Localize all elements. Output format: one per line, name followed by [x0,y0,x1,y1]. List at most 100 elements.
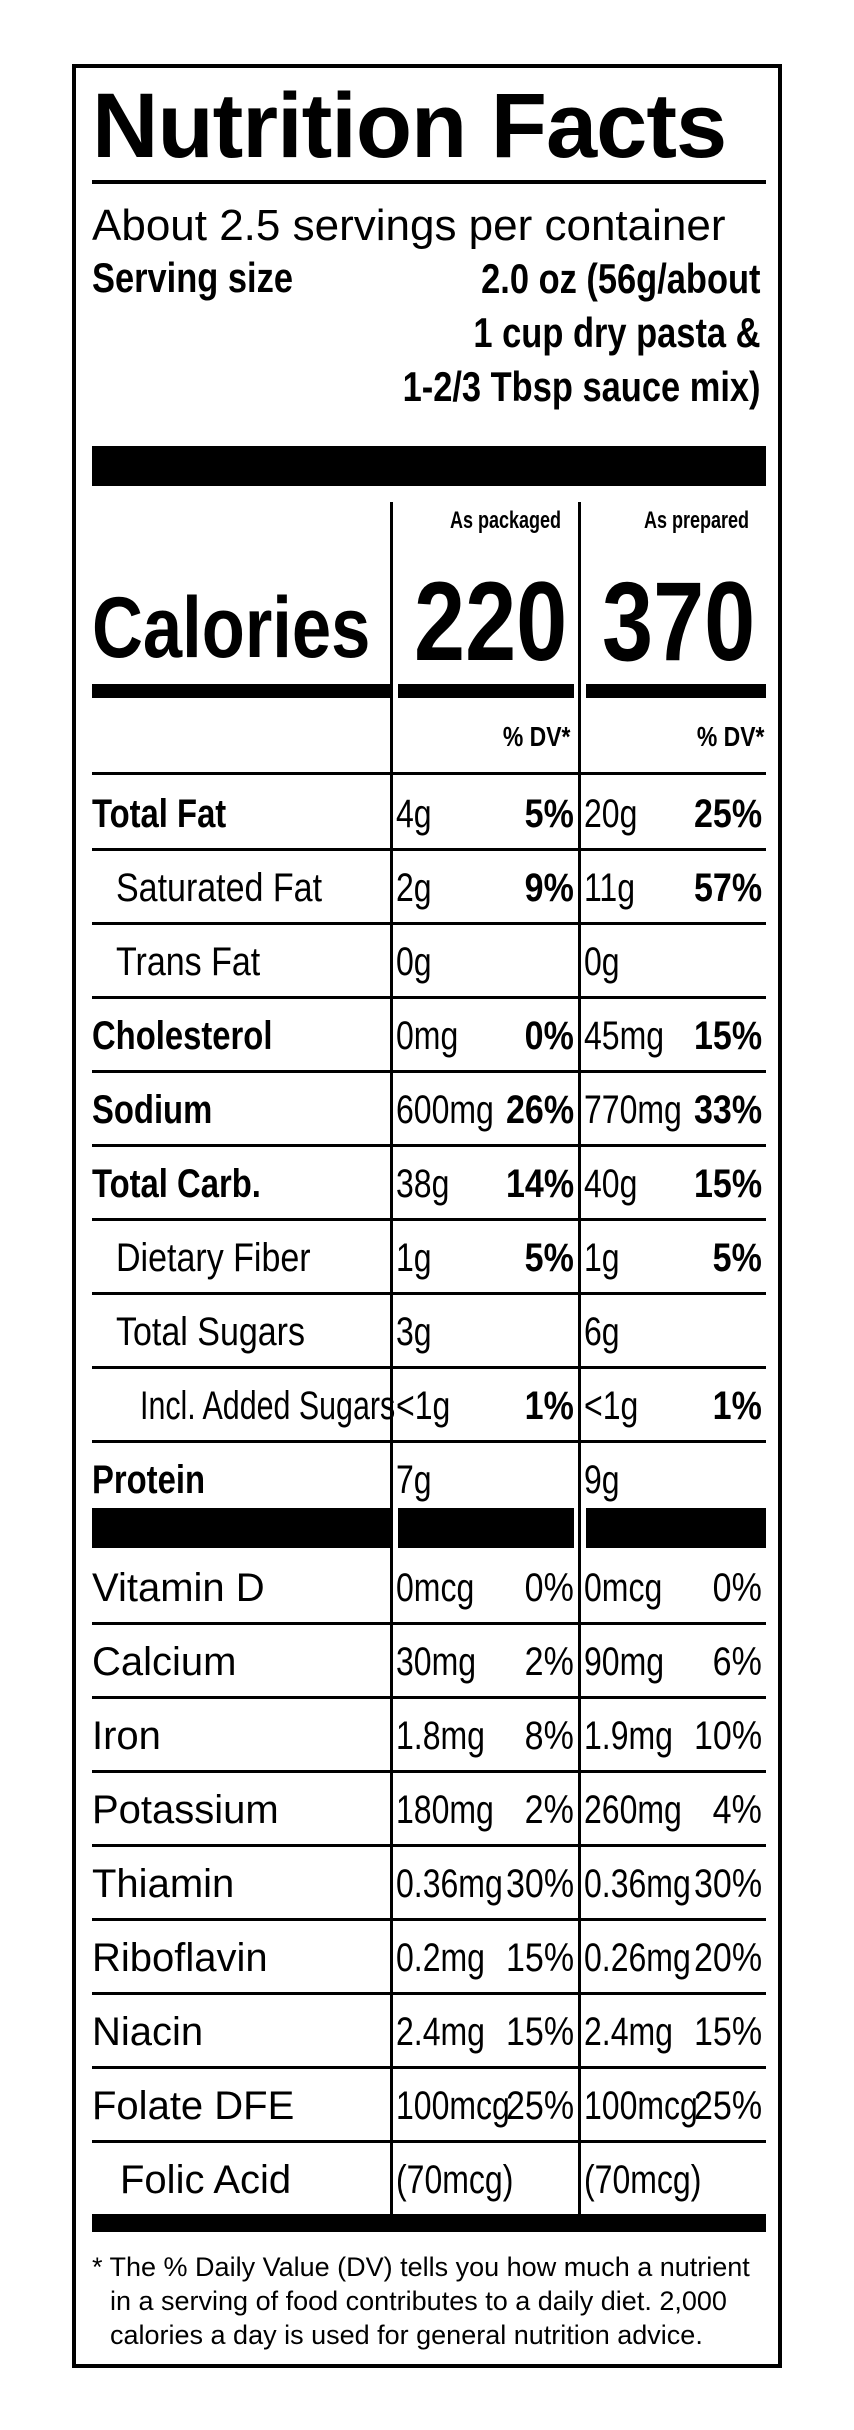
vitamin-row: Riboflavin 0.2mg 15% 0.26mg 20% [0,1920,854,1995]
calories-divider-label [92,684,390,698]
dv-prepared: 25% [693,792,762,836]
row-label: Trans Fat [116,940,261,984]
amount-prepared: 1.9mg [584,1714,673,1758]
dv-header-prepared: % DV* [696,721,764,752]
dv-packaged: 0% [524,1566,574,1610]
row-label: Iron [92,1714,161,1758]
row-divider [92,1770,766,1773]
dv-packaged: 25% [505,2084,574,2128]
row-label: Dietary Fiber [116,1236,311,1280]
dv-prepared: 25% [693,2084,762,2128]
amount-prepared: <1g [584,1384,639,1428]
amount-prepared: 0g [584,940,620,984]
title-divider [92,180,766,184]
dv-packaged: 5% [524,792,574,836]
row-label: Cholesterol [92,1014,273,1058]
footnote-line: in a serving of food contributes to a da… [110,2286,727,2316]
amount-prepared: 0.36mg [584,1862,691,1906]
col-header-prepared: As prepared [644,507,750,534]
amount-packaged: 0.2mg [396,1936,485,1980]
footnote: * The % Daily Value (DV) tells you how m… [92,2250,764,2352]
thick-divider-mid-packaged [398,1508,574,1548]
amount-prepared: (70mcg) [584,2158,702,2202]
amount-packaged: 0mcg [396,1566,475,1610]
row-label: Protein [92,1458,205,1502]
row-label: Thiamin [92,1862,235,1906]
row-divider [92,996,766,999]
row-divider [92,1292,766,1295]
nutrient-row: Sodium 600mg 26% 770mg 33% [0,1072,854,1147]
dv-prepared: 0% [712,1566,762,1610]
dv-packaged: 2% [524,1788,574,1832]
dv-packaged: 2% [524,1640,574,1684]
amount-packaged: 1.8mg [396,1714,485,1758]
row-label: Total Sugars [116,1310,305,1354]
amount-prepared: 1g [584,1236,620,1280]
amount-prepared: 0.26mg [584,1936,691,1980]
col-header-packaged: As packaged [450,507,562,534]
dv-prepared: 33% [693,1088,762,1132]
nutrient-row: Total Fat 4g 5% 20g 25% [0,776,854,851]
row-label: Folic Acid [120,2158,292,2202]
row-divider [92,848,766,851]
thick-divider-mid-label [92,1508,390,1548]
dv-prepared: 1% [712,1384,762,1428]
dv-packaged: 5% [524,1236,574,1280]
dv-packaged: 30% [505,1862,574,1906]
nutrient-row: Protein 7g 9g [0,1442,854,1516]
dv-packaged: 15% [505,1936,574,1980]
dv-packaged: 1% [524,1384,574,1428]
amount-prepared: 20g [584,792,638,836]
vitamin-row: Iron 1.8mg 8% 1.9mg 10% [0,1698,854,1773]
amount-prepared: 90mg [584,1640,665,1684]
calories-divider-packaged [398,684,574,698]
thick-divider-top [92,446,766,486]
column-divider-prepared [578,502,581,2214]
row-label: Folate DFE [92,2084,295,2128]
vitamin-row: Niacin 2.4mg 15% 2.4mg 15% [0,1994,854,2069]
amount-packaged: 600mg [396,1088,494,1132]
dv-packaged: 8% [524,1714,574,1758]
serving-size-line: 1-2/3 Tbsp sauce mix) [403,363,761,410]
row-divider [92,1622,766,1625]
dv-prepared: 20% [693,1936,762,1980]
amount-packaged: 38g [396,1162,450,1206]
nutrient-row: Saturated Fat 2g 9% 11g 57% [0,850,854,925]
amount-packaged: 1g [396,1236,432,1280]
vitamin-row: Calcium 30mg 2% 90mg 6% [0,1624,854,1699]
dv-prepared: 10% [693,1714,762,1758]
dv-packaged: 15% [505,2010,574,2054]
vitamin-row: Folic Acid (70mcg) (70mcg) [0,2142,854,2216]
row-label: Potassium [92,1788,279,1832]
calories-packaged: 220 [414,559,568,684]
amount-packaged: 2g [396,866,432,910]
amount-prepared: 40g [584,1162,638,1206]
nutrient-row: Dietary Fiber 1g 5% 1g 5% [0,1220,854,1295]
row-divider [92,1366,766,1369]
vitamin-row: Folate DFE 100mcg 25% 100mcg 25% [0,2068,854,2143]
dv-prepared: 4% [712,1788,762,1832]
amount-prepared: 770mg [584,1088,682,1132]
row-label: Riboflavin [92,1936,268,1980]
row-divider [92,1218,766,1221]
dv-header-divider [92,772,766,775]
vitamin-row: Potassium 180mg 2% 260mg 4% [0,1772,854,1847]
dv-prepared: 15% [693,2010,762,2054]
dv-header-packaged: % DV* [502,721,570,752]
dv-prepared: 5% [712,1236,762,1280]
amount-prepared: 2.4mg [584,2010,673,2054]
amount-packaged: 30mg [396,1640,477,1684]
dv-prepared: 6% [712,1640,762,1684]
nutrient-row: Trans Fat 0g 0g [0,924,854,999]
row-label: Vitamin D [92,1566,265,1610]
amount-packaged: 180mg [396,1788,494,1832]
amount-packaged: 0mg [396,1014,459,1058]
dv-prepared: 15% [693,1014,762,1058]
row-label: Total Fat [92,792,227,836]
dv-prepared: 30% [693,1862,762,1906]
row-divider [92,1844,766,1847]
row-divider [92,1440,766,1443]
dv-packaged: 0% [524,1014,574,1058]
footnote-line: * The % Daily Value (DV) tells you how m… [92,2252,750,2282]
amount-prepared: 11g [584,866,636,910]
